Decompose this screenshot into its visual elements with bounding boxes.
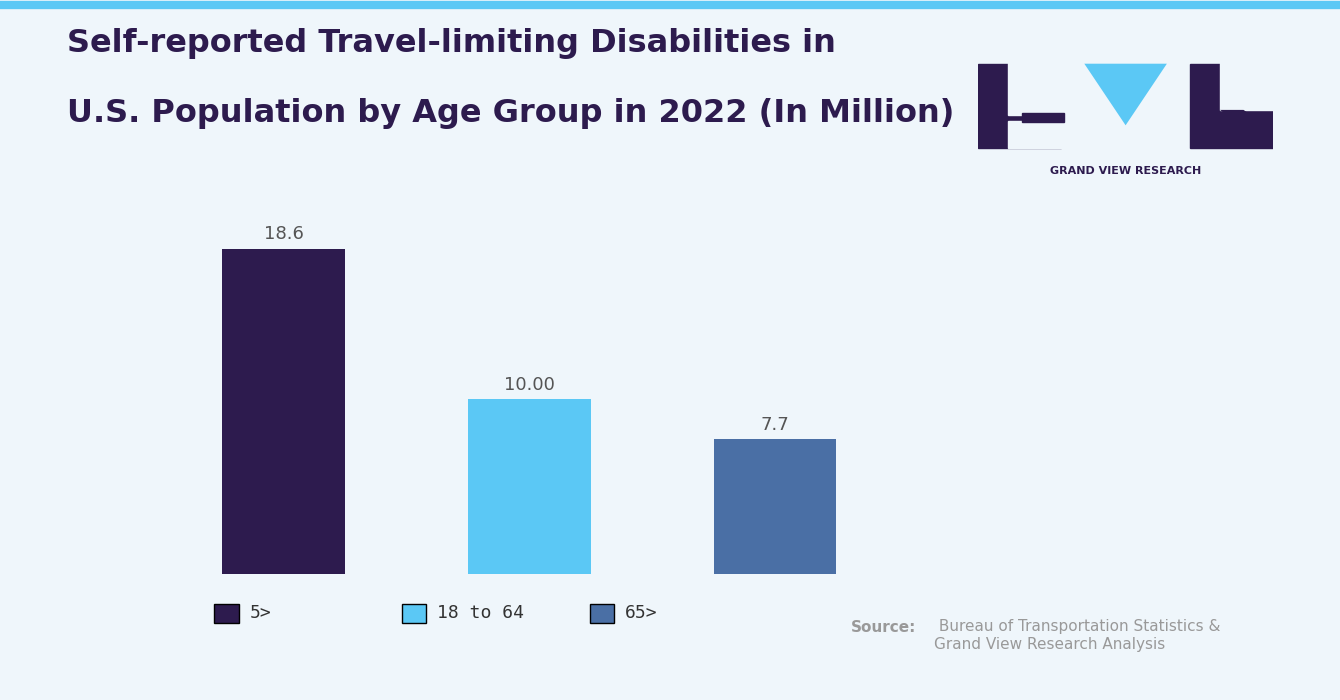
- Bar: [1022, 113, 1064, 122]
- Text: 5>: 5>: [249, 603, 271, 622]
- Bar: [1008, 62, 1064, 115]
- Bar: [1008, 120, 1064, 148]
- Bar: [1190, 64, 1273, 148]
- Text: 7.7: 7.7: [761, 416, 789, 434]
- Bar: [1219, 62, 1276, 110]
- Bar: [978, 64, 1061, 148]
- Polygon shape: [1084, 64, 1167, 125]
- Text: U.S. Population by Age Group in 2022 (In Million): U.S. Population by Age Group in 2022 (In…: [67, 98, 954, 129]
- Polygon shape: [1219, 110, 1273, 148]
- Bar: [713, 440, 836, 574]
- Text: 18.6: 18.6: [264, 225, 304, 243]
- Bar: [468, 399, 591, 574]
- Text: 18 to 64: 18 to 64: [437, 603, 524, 622]
- Bar: [222, 248, 344, 574]
- Text: 10.00: 10.00: [504, 376, 555, 393]
- Text: Self-reported Travel-limiting Disabilities in: Self-reported Travel-limiting Disabiliti…: [67, 28, 836, 59]
- Text: 65>: 65>: [624, 603, 657, 622]
- Text: Source:: Source:: [851, 620, 917, 634]
- Text: Bureau of Transportation Statistics &
Grand View Research Analysis: Bureau of Transportation Statistics & Gr…: [934, 620, 1221, 652]
- Text: GRAND VIEW RESEARCH: GRAND VIEW RESEARCH: [1051, 167, 1201, 176]
